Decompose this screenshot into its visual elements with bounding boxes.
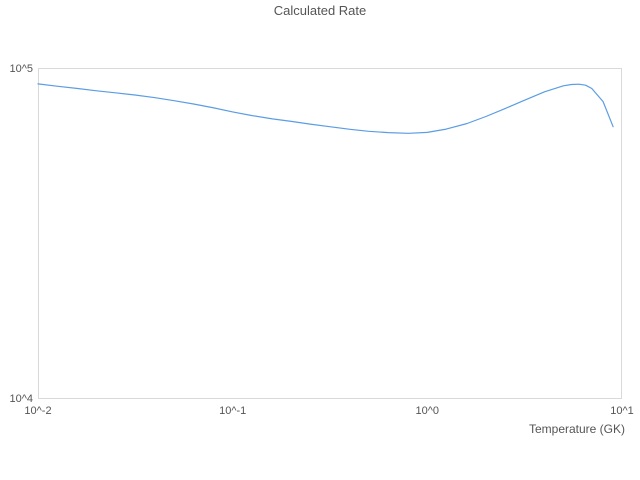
rate-line-series: [37, 83, 614, 134]
x-tick-label: 10^0: [415, 405, 440, 417]
x-tick-label: 10^-2: [24, 405, 52, 417]
y-tick-label: 10^5: [9, 63, 33, 75]
y-tick-label: 10^4: [9, 393, 33, 405]
chart-title: Calculated Rate: [273, 3, 367, 18]
plot-border: [38, 68, 622, 399]
x-tick-label: 10^-1: [219, 405, 247, 417]
x-tick-label: 10^1: [610, 405, 634, 417]
x-axis-label: Temperature (GK): [528, 422, 625, 436]
